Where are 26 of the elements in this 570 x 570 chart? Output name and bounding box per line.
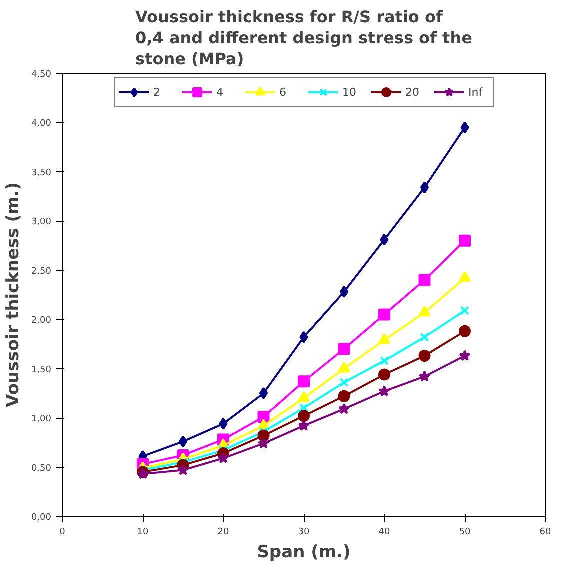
legend-label: 20	[406, 86, 420, 98]
legend-label: 10	[342, 86, 358, 98]
y-tick-label: 1,00	[31, 414, 52, 425]
y-tick-label: 2,50	[31, 266, 52, 277]
y-tick-label: 0,50	[31, 464, 52, 474]
x-tick-label: 50	[459, 528, 471, 538]
x-tick-label: 30	[298, 528, 310, 538]
x-axis-title: Span (m.)	[257, 542, 351, 562]
y-tick-label: 3,50	[31, 168, 52, 178]
legend-label: Inf	[468, 86, 484, 98]
legend-label: 4	[216, 86, 224, 98]
x-tick-label: 0	[60, 528, 66, 538]
legend-label: 6	[280, 86, 288, 98]
chart-title: Voussoir thickness for R/S ratio of 0,4 and different design stress of the stone (MPa)	[136, 8, 473, 68]
y-tick-label: 4,00	[31, 119, 52, 130]
x-tick-label: 20	[218, 528, 230, 538]
y-tick-label: 1,50	[31, 365, 52, 376]
legend-label: 2	[154, 86, 162, 98]
y-tick-label: 2,00	[31, 316, 52, 326]
y-tick-label: 4,50	[31, 70, 52, 80]
x-tick-label: 60	[540, 528, 552, 538]
x-tick-label: 10	[137, 528, 149, 538]
y-tick-label: 0,00	[31, 513, 52, 523]
y-tick-label: 3,00	[31, 218, 52, 228]
y-axis-title: Voussoir thickness (m.)	[3, 182, 24, 408]
x-tick-label: 40	[378, 528, 390, 538]
